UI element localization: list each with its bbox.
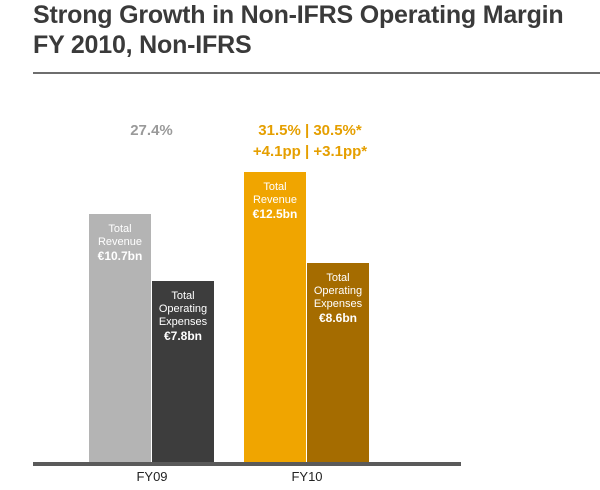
bar-label-line: Expenses <box>158 316 208 329</box>
bar-label-line: Expenses <box>313 297 363 310</box>
x-tick-label: FY10 <box>291 469 323 484</box>
x-tick-label: FY09 <box>136 469 168 484</box>
bar-label-line: Revenue <box>252 194 298 206</box>
bar-data-label: Total Operating Expenses €8.6bn <box>307 272 369 325</box>
bar-label-line: Revenue <box>97 235 143 248</box>
title-line-1: Strong Growth in Non-IFRS Operating Marg… <box>33 1 564 29</box>
bar-value-label: €12.5bn <box>252 207 298 221</box>
fy09-margin-label: 27.4% <box>130 122 173 139</box>
bar-label-line: Total <box>108 222 132 235</box>
bar-label-line: Total <box>171 290 195 303</box>
bar-value-label: €7.8bn <box>163 329 202 344</box>
title-divider <box>33 72 600 74</box>
title-line-2: FY 2010, Non-IFRS <box>33 31 252 59</box>
bar-label-line: Operating <box>158 303 208 316</box>
fy10-margin-line-2: +4.1pp | +3.1pp* <box>252 143 368 160</box>
fy09-revenue-bar: Total Revenue €10.7bn <box>89 213 151 463</box>
fy10-opex-bar: Total Operating Expenses €8.6bn <box>307 262 369 463</box>
bar-label-line: Operating <box>313 284 363 297</box>
fy09-opex-bar: Total Operating Expenses €7.8bn <box>152 281 214 463</box>
x-axis-line <box>33 462 461 466</box>
fy10-revenue-bar: Total Revenue €12.5bn <box>244 172 306 463</box>
bar-data-label: Total Revenue €10.7bn <box>89 223 151 263</box>
fy10-margin-line-1: 31.5% | 30.5%* <box>258 122 362 139</box>
fy10-margin-label: 31.5% | 30.5%* +4.1pp | +3.1pp* <box>230 120 390 162</box>
bar-value-label: €10.7bn <box>97 248 143 263</box>
bar-value-label: €8.6bn <box>318 310 357 325</box>
bar-data-label: Total Operating Expenses €7.8bn <box>152 290 214 343</box>
bar-label-line: Total <box>263 181 287 193</box>
bar-label-line: Total <box>326 271 350 284</box>
bar-data-label: Total Revenue €12.5bn <box>244 181 306 221</box>
chart-title: Strong Growth in Non-IFRS Operating Marg… <box>33 0 593 60</box>
